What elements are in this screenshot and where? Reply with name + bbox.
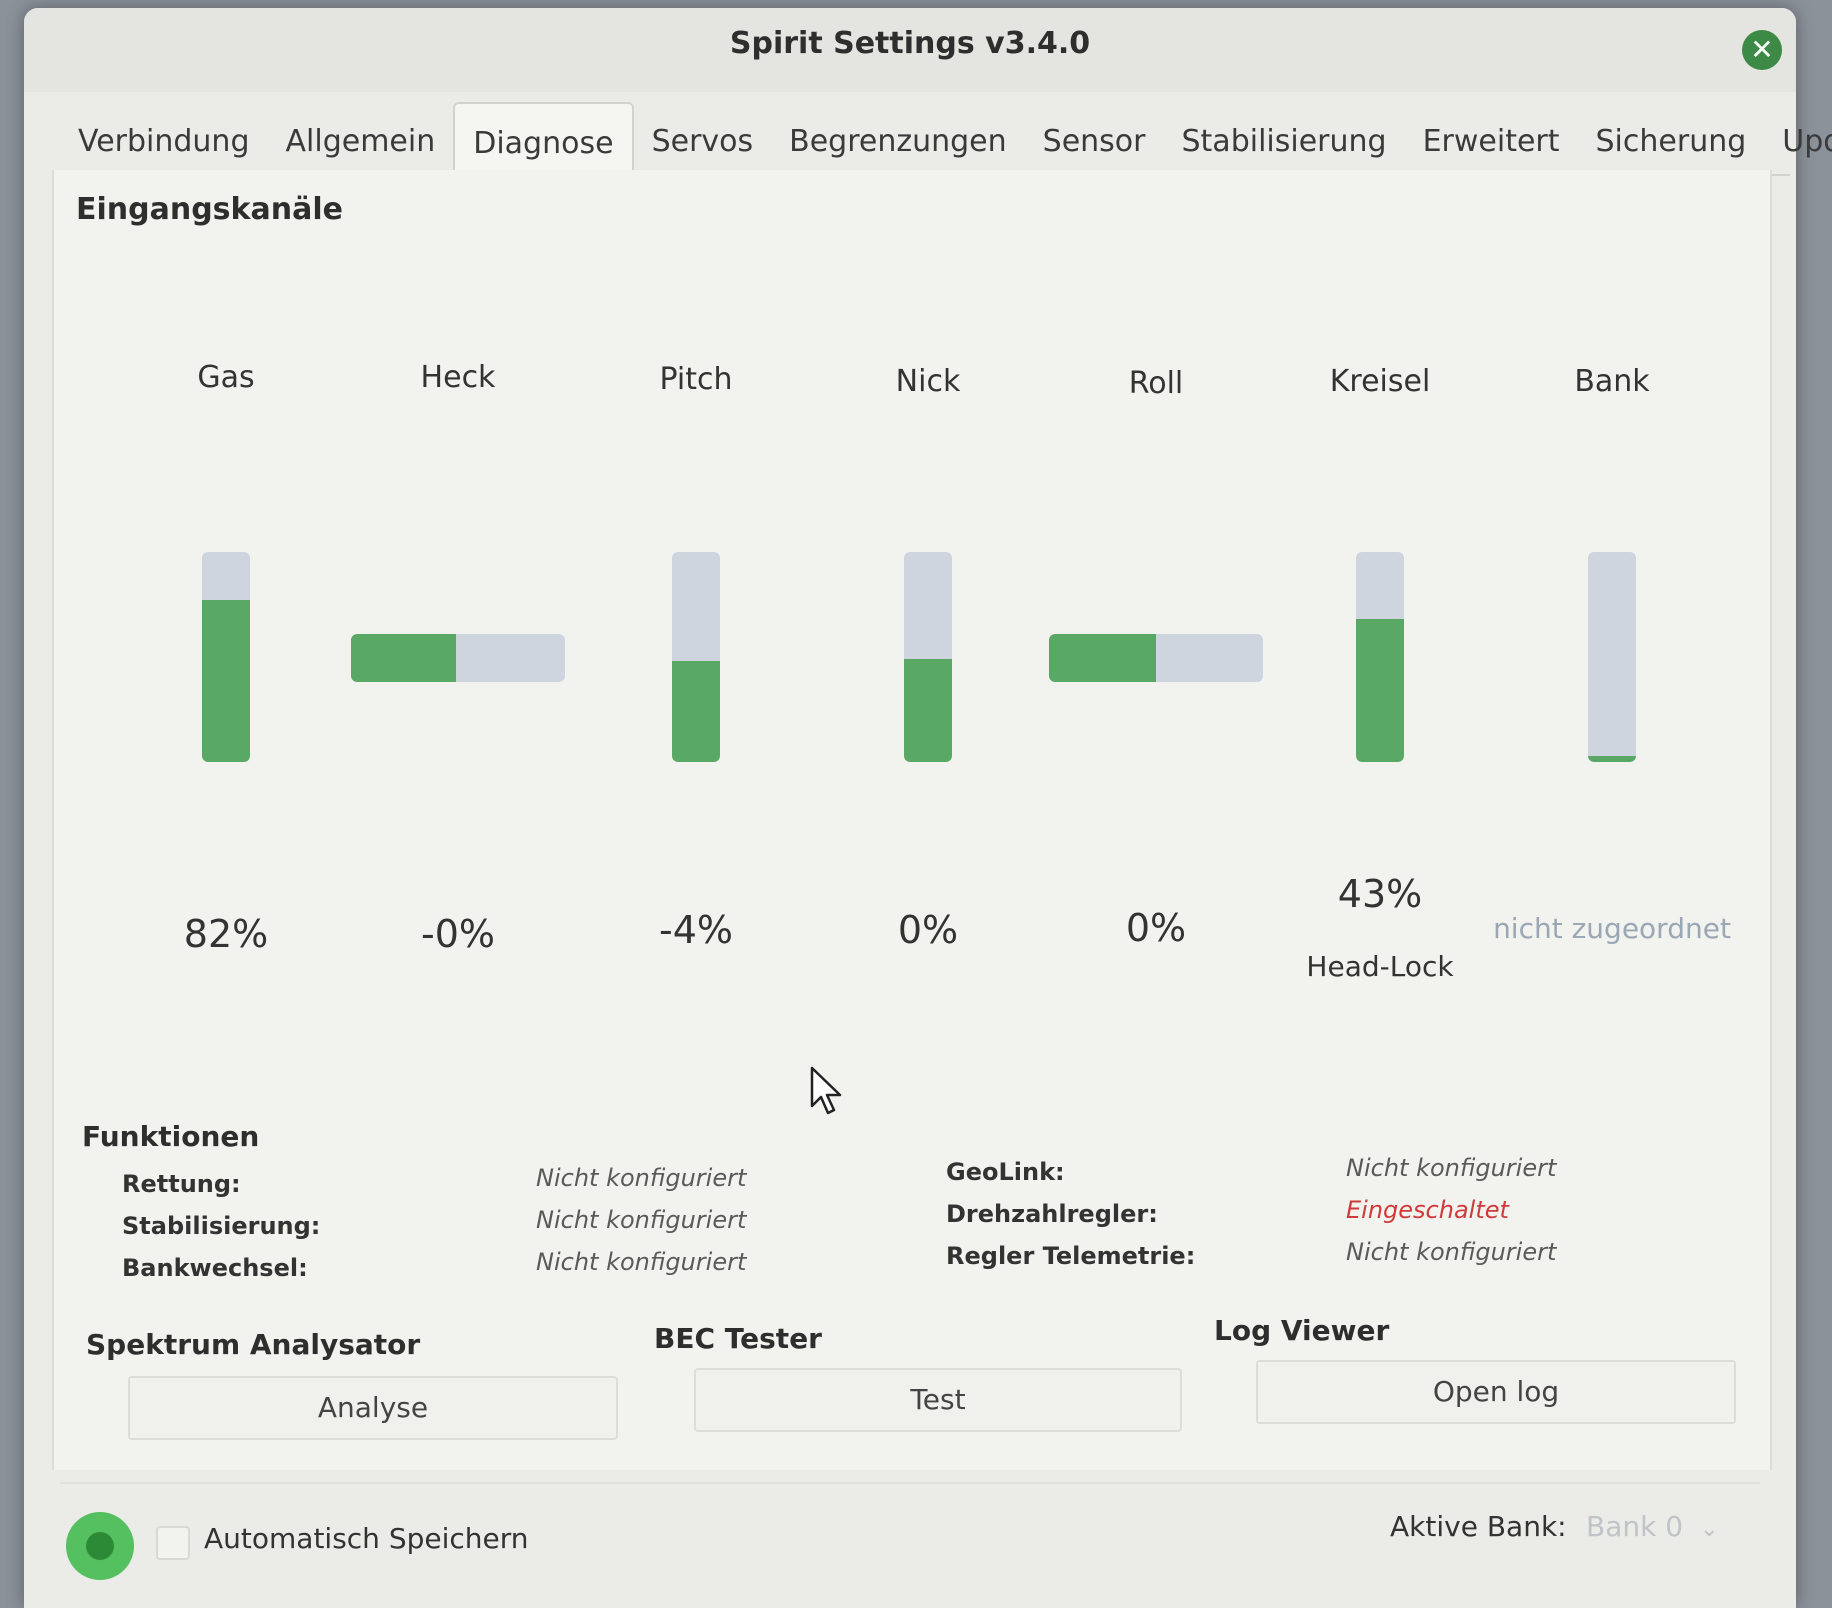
channel-bar-fill-kreisel [1356, 619, 1404, 762]
function-value-bankwechsel: Nicht konfiguriert [536, 1248, 747, 1276]
diagnose-panel [52, 170, 1772, 1470]
channel-value-kreisel: 43% [1337, 872, 1423, 916]
channel-label-nick: Nick [895, 364, 961, 399]
channel-bar-heck [351, 634, 565, 682]
channel-value-pitch: -4% [659, 908, 733, 952]
analyse-button[interactable]: Analyse [128, 1376, 618, 1440]
tab-bar: Verbindung Allgemein Diagnose Servos Beg… [60, 102, 1832, 178]
channel-label-heck: Heck [420, 360, 496, 395]
input-channels-title: Eingangskanäle [76, 192, 343, 227]
connection-status-icon [66, 1512, 134, 1580]
open-log-button[interactable]: Open log [1256, 1360, 1736, 1424]
channel-bar-nick [904, 552, 952, 762]
active-bank-value: Bank 0 [1586, 1510, 1684, 1543]
tab-update[interactable]: Update [1782, 124, 1832, 159]
function-label-rettung: Rettung: [122, 1170, 241, 1198]
log-viewer-title: Log Viewer [1214, 1314, 1390, 1347]
function-label-bankwechsel: Bankwechsel: [122, 1254, 308, 1282]
function-label-regler-telemetrie: Regler Telemetrie: [946, 1242, 1196, 1270]
function-value-stabilisierung: Nicht konfiguriert [536, 1206, 747, 1234]
functions-title: Funktionen [82, 1120, 260, 1153]
channel-bar-fill-roll [1049, 634, 1156, 682]
channel-label-roll: Roll [1128, 366, 1184, 401]
window-title: Spirit Settings v3.4.0 [729, 26, 1091, 61]
channel-value-nick: 0% [897, 908, 959, 952]
tab-servos[interactable]: Servos [651, 124, 754, 159]
channel-bar-fill-heck [351, 634, 456, 682]
tab-sensor[interactable]: Sensor [1042, 124, 1146, 159]
channel-value-gas: 82% [183, 912, 269, 956]
function-value-geolink: Nicht konfiguriert [1346, 1154, 1557, 1182]
channel-bar-pitch [672, 552, 720, 762]
function-value-rettung: Nicht konfiguriert [536, 1164, 747, 1192]
spectrum-analyzer-title: Spektrum Analysator [86, 1328, 421, 1361]
function-label-stabilisierung: Stabilisierung: [122, 1212, 321, 1240]
tab-allgemein[interactable]: Allgemein [285, 124, 436, 159]
chevron-down-icon: ⌄ [1699, 1517, 1719, 1542]
test-button[interactable]: Test [694, 1368, 1182, 1432]
channel-label-gas: Gas [197, 360, 255, 395]
bec-tester-title: BEC Tester [654, 1322, 822, 1355]
channel-bar-fill-pitch [672, 661, 720, 762]
function-label-drehzahlregler: Drehzahlregler: [946, 1200, 1158, 1228]
active-bank-label: Aktive Bank: [1390, 1510, 1567, 1543]
function-value-regler-telemetrie: Nicht konfiguriert [1346, 1238, 1557, 1266]
mouse-pointer-icon [810, 1066, 842, 1115]
tab-stabilisierung[interactable]: Stabilisierung [1181, 124, 1387, 159]
channel-bar-fill-bank [1588, 756, 1636, 762]
channel-bar-bank [1588, 552, 1636, 762]
footer-separator [60, 1482, 1760, 1484]
tab-verbindung[interactable]: Verbindung [78, 124, 250, 159]
title-bar: Spirit Settings v3.4.0 ✕ [24, 8, 1796, 92]
channel-mode-kreisel: Head-Lock [1306, 950, 1454, 983]
auto-save-label: Automatisch Speichern [204, 1522, 529, 1555]
channel-value-heck: -0% [421, 912, 495, 956]
channel-label-bank: Bank [1574, 364, 1650, 399]
function-label-geolink: GeoLink: [946, 1158, 1065, 1186]
tab-diagnose[interactable]: Diagnose [453, 102, 634, 178]
tab-begrenzungen[interactable]: Begrenzungen [789, 124, 1007, 159]
channel-bar-roll [1049, 634, 1263, 682]
channel-label-kreisel: Kreisel [1329, 364, 1431, 399]
channel-value-roll: 0% [1125, 906, 1187, 950]
channel-value-bank: nicht zugeordnet [1493, 912, 1731, 945]
channel-bar-fill-gas [202, 600, 250, 762]
tab-sicherung[interactable]: Sicherung [1595, 124, 1747, 159]
auto-save-checkbox[interactable] [156, 1526, 190, 1560]
function-value-drehzahlregler: Eingeschaltet [1346, 1196, 1509, 1224]
channel-bar-kreisel [1356, 552, 1404, 762]
channel-label-pitch: Pitch [659, 362, 733, 397]
close-button[interactable]: ✕ [1742, 30, 1782, 70]
channel-bar-gas [202, 552, 250, 762]
channel-bar-fill-nick [904, 659, 952, 762]
tab-erweitert[interactable]: Erweitert [1422, 124, 1560, 159]
active-bank-select[interactable]: Bank 0 ⌄ [1586, 1510, 1718, 1543]
